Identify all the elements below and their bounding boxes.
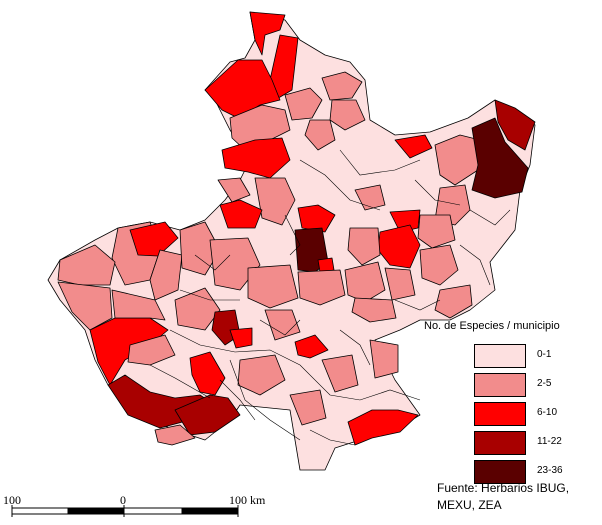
municipality [317, 257, 335, 273]
municipality [127, 334, 176, 366]
municipality [294, 334, 329, 359]
legend-item: 0-1 [474, 344, 584, 370]
municipality [264, 309, 301, 341]
legend-title: No. de Especies / municipio [424, 320, 560, 332]
scale-label-left: 100 [3, 493, 21, 507]
municipality [369, 339, 399, 379]
municipality [229, 104, 291, 151]
municipality [269, 34, 299, 101]
municipality [329, 99, 366, 131]
municipality [434, 284, 473, 319]
legend-swatch [474, 460, 526, 484]
scale-label-mid: 0 [120, 493, 126, 507]
municipality [471, 117, 529, 199]
legend-item: 11-22 [474, 431, 584, 457]
municipality [154, 424, 196, 446]
legend-swatch [474, 344, 526, 368]
legend-swatch [474, 431, 526, 455]
scale-label-right: 100 km [229, 493, 266, 507]
municipality [57, 281, 113, 331]
legend-item: 2-5 [474, 373, 584, 399]
municipality [321, 354, 359, 393]
municipality [297, 204, 336, 233]
scale-bar [11, 505, 239, 517]
municipality [174, 287, 221, 331]
municipality [189, 351, 226, 396]
municipality [247, 264, 299, 309]
source-line: MEXU, ZEA [437, 498, 502, 512]
legend-item: 6-10 [474, 402, 584, 428]
municipality [129, 221, 179, 257]
scale-bar-segment [123, 507, 183, 515]
municipality [219, 199, 263, 229]
municipality [351, 297, 397, 323]
legend-label: 0-1 [537, 349, 552, 360]
legend-swatch [474, 402, 526, 426]
legend-label: 11-22 [537, 436, 562, 447]
municipal-boundaries [149, 149, 511, 446]
source-note: Fuente: Herbarios IBUG, MEXU, ZEA [437, 480, 597, 514]
municipality [297, 269, 346, 306]
municipality [347, 409, 419, 446]
legend-item: 23-36 [474, 460, 584, 486]
municipality [354, 184, 386, 211]
municipality [304, 119, 336, 151]
municipality [111, 289, 166, 321]
scale-bar-segment [67, 507, 125, 515]
municipality [229, 327, 253, 349]
legend-label: 23-36 [537, 465, 563, 476]
municipality [384, 267, 416, 301]
legend-label: 2-5 [537, 378, 552, 389]
municipality [394, 134, 433, 159]
legend-label: 6-10 [537, 407, 558, 418]
municipality [289, 389, 327, 426]
source-line: Fuente: Herbarios IBUG, [437, 481, 570, 495]
municipality [284, 87, 323, 121]
municipality [149, 249, 183, 301]
municipality [204, 59, 281, 119]
legend-swatch [474, 373, 526, 397]
municipality [494, 99, 536, 151]
municipality [419, 244, 459, 286]
municipality [417, 214, 456, 249]
municipality [57, 244, 116, 286]
scale-bar-segment [181, 507, 239, 515]
municipality [237, 354, 286, 396]
municipality [217, 177, 251, 203]
municipality [249, 11, 286, 56]
municipality [321, 71, 363, 101]
municipality [221, 137, 291, 179]
municipality [389, 209, 421, 233]
scale-bar-segment [11, 507, 69, 515]
municipality [344, 261, 386, 303]
municipality [347, 227, 381, 266]
